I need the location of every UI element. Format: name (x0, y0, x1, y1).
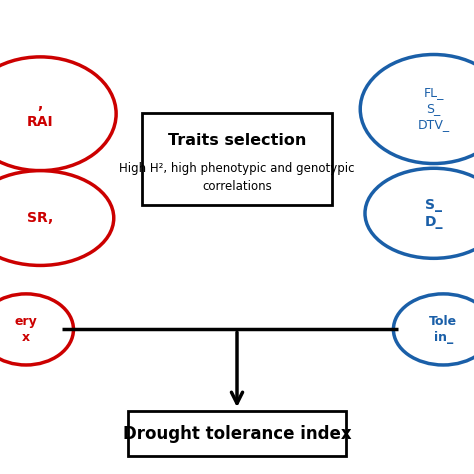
Text: Drought tolerance index: Drought tolerance index (123, 425, 351, 443)
Ellipse shape (0, 57, 116, 171)
Text: SR,: SR, (27, 211, 54, 225)
Text: ery
x: ery x (15, 315, 37, 344)
Ellipse shape (0, 294, 73, 365)
Ellipse shape (360, 55, 474, 164)
Text: Tole
in_: Tole in_ (429, 315, 457, 344)
Text: Traits selection: Traits selection (168, 133, 306, 148)
FancyBboxPatch shape (142, 113, 332, 205)
FancyBboxPatch shape (128, 411, 346, 456)
Text: ,
RAI: , RAI (27, 98, 54, 129)
Text: S_
D_: S_ D_ (424, 198, 443, 229)
Ellipse shape (0, 171, 114, 265)
Text: High H², high phenotypic and genotypic
correlations: High H², high phenotypic and genotypic c… (119, 162, 355, 193)
Ellipse shape (393, 294, 474, 365)
Ellipse shape (365, 168, 474, 258)
Text: FL_
S_
DTV_: FL_ S_ DTV_ (418, 87, 450, 131)
